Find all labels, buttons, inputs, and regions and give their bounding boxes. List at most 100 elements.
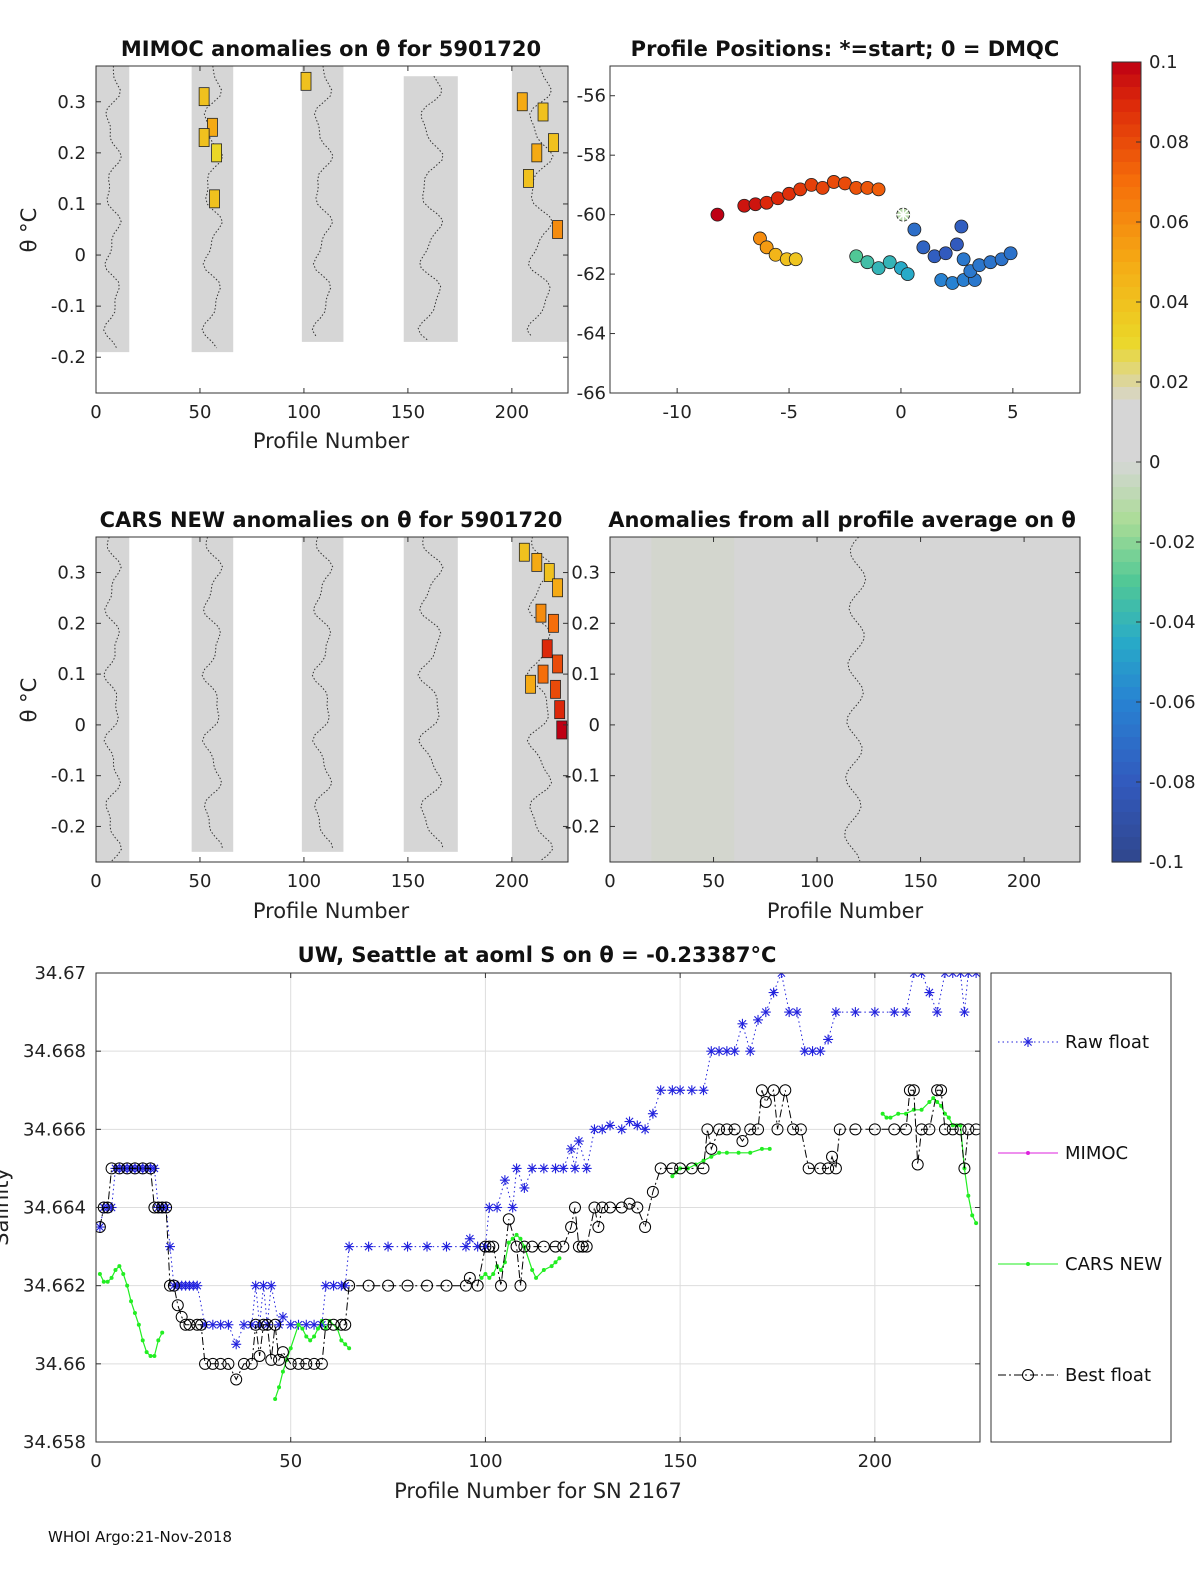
anomaly-cell: [552, 220, 564, 239]
series-point: [639, 1221, 652, 1234]
legend-marker: [1026, 1262, 1030, 1266]
cars-plot-area: [96, 537, 568, 862]
series-point: [492, 1202, 503, 1213]
series-point: [955, 973, 966, 978]
colorbar-tick-label: -0.08: [1149, 772, 1196, 793]
mimoc-plot-area: [96, 66, 568, 393]
series-point: [117, 1264, 122, 1269]
series-point: [97, 1271, 102, 1276]
series-point-stroke: [656, 1086, 665, 1095]
colorbar-ticks: -0.1 -0.08 -0.06 -0.04 -0.02 0 0.02 0.04 0.06 0.0…: [1136, 52, 1196, 873]
series-point-stroke: [465, 1234, 474, 1243]
series-point-stroke: [715, 1047, 724, 1056]
series-point: [121, 1271, 126, 1276]
series-point-stroke: [574, 1137, 583, 1146]
x-tick-label: 200: [495, 871, 529, 892]
series-point: [183, 1318, 196, 1331]
series-point: [755, 1084, 768, 1097]
series-point: [163, 1279, 176, 1292]
series-point-stroke: [800, 1047, 809, 1056]
series-point-stroke: [239, 1320, 248, 1329]
x-tick-label: -10: [662, 402, 691, 423]
series-point: [273, 1397, 278, 1402]
series-point: [869, 1007, 880, 1018]
series-point-stroke: [310, 1320, 319, 1329]
series-point: [947, 973, 958, 978]
series-point: [737, 1018, 748, 1029]
series-point-stroke: [625, 1117, 634, 1126]
profile-position-point: [950, 237, 964, 252]
series-point: [572, 1240, 585, 1253]
series-point: [160, 1201, 173, 1214]
zero-contour: [526, 537, 554, 862]
series-point: [720, 1123, 733, 1136]
series-point-stroke: [777, 973, 783, 977]
series-point: [776, 973, 787, 978]
series-point: [101, 1201, 114, 1214]
series-point: [573, 1136, 584, 1147]
series-point: [670, 1174, 675, 1179]
y-tick-label: -60: [577, 205, 606, 226]
series-point: [667, 1085, 678, 1096]
series-point-stroke: [707, 1047, 716, 1056]
profile-position-point: [871, 261, 886, 276]
series-point: [791, 1007, 802, 1018]
series-point: [230, 1373, 243, 1386]
colorbar-cell: [1112, 612, 1141, 626]
heatmap-block: [403, 537, 458, 852]
series-point-stroke: [423, 1242, 432, 1251]
y-tick-label: -62: [577, 264, 606, 285]
start-marker: [896, 207, 911, 222]
profile-position-point: [916, 240, 931, 255]
series-point-stroke: [567, 1144, 576, 1153]
series-point: [962, 1123, 975, 1136]
series-point-stroke: [520, 1183, 529, 1192]
series-point: [280, 1369, 285, 1374]
series-point: [558, 1163, 569, 1174]
series-point-stroke: [617, 1125, 626, 1134]
series-point: [624, 1116, 635, 1127]
series-point: [441, 1241, 452, 1252]
colorbar-cell: [1112, 187, 1141, 201]
series-point: [223, 1319, 234, 1330]
series-point: [296, 1322, 301, 1327]
x-tick-label: 50: [189, 871, 212, 892]
x-tick-label: 5: [1007, 402, 1018, 423]
colorbar-cell: [1112, 387, 1141, 401]
series-point-stroke: [972, 973, 977, 977]
colorbar-cell: [1112, 299, 1141, 313]
series-point: [156, 1201, 169, 1214]
series-point: [724, 1150, 729, 1155]
y-tick-label: 0.1: [57, 664, 86, 685]
series-point-stroke: [917, 973, 923, 977]
series-point: [901, 1007, 912, 1018]
mimoc-ylabel: θ °C: [17, 208, 41, 253]
series-point: [537, 1240, 550, 1253]
series-point: [753, 1014, 764, 1025]
series-point: [171, 1299, 184, 1312]
series-point: [343, 1342, 348, 1347]
series-point: [421, 1279, 434, 1292]
series-point: [121, 1162, 134, 1175]
x-tick-label: 150: [391, 871, 425, 892]
start-marker-stroke: [897, 209, 909, 221]
y-tick-label: 34.666: [23, 1119, 86, 1140]
series-point: [507, 1202, 518, 1213]
positions-panel: Profile Positions: *=start; 0 = DMQC -10…: [577, 37, 1081, 423]
series-point-stroke: [851, 1008, 860, 1017]
y-tick-label: 34.668: [23, 1041, 86, 1062]
series-point: [460, 1241, 471, 1252]
y-tick-label: 34.67: [34, 963, 86, 984]
anomaly-cell: [543, 563, 555, 582]
colorbar-cell: [1112, 624, 1141, 638]
series-point: [191, 1318, 204, 1331]
series-point: [363, 1241, 374, 1252]
legend-marker: [1026, 1151, 1030, 1155]
series-point-stroke: [948, 973, 954, 977]
profile-position-point: [956, 252, 971, 267]
anomaly-cell: [550, 679, 561, 699]
series-point: [931, 1096, 936, 1101]
profile-position-point: [938, 246, 953, 261]
series-point: [915, 1123, 928, 1136]
series-point-stroke: [508, 1203, 517, 1212]
